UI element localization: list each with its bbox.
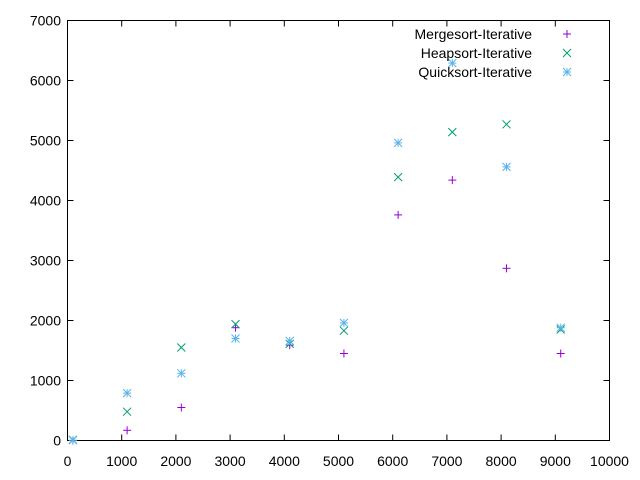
legend: Mergesort-Iterative Heapsort-Iterative Qui… bbox=[415, 26, 572, 80]
x-tick-label: 3000 bbox=[215, 453, 246, 469]
mergesort-iterative-point bbox=[339, 349, 348, 358]
legend-marker bbox=[563, 30, 571, 38]
y-tick-label: 3000 bbox=[30, 253, 61, 269]
quicksort-iterative-point bbox=[502, 162, 511, 172]
quicksort-iterative-point bbox=[176, 368, 186, 378]
axis-ticks bbox=[67, 20, 610, 441]
heapsort-iterative-point bbox=[393, 172, 403, 182]
quicksort-iterative-point bbox=[285, 336, 295, 346]
legend-marker bbox=[562, 67, 572, 77]
y-tick-label: 4000 bbox=[30, 193, 61, 209]
quicksort-iterative-point bbox=[122, 388, 132, 398]
y-tick-label: 1000 bbox=[30, 373, 61, 389]
mergesort-iterative-point bbox=[448, 176, 457, 185]
heapsort-iterative-point bbox=[176, 343, 186, 352]
quicksort-iterative-point bbox=[556, 323, 566, 333]
x-tick-label: 2000 bbox=[160, 453, 191, 469]
x-tick-label: 0 bbox=[64, 453, 72, 469]
mergesort-iterative-point bbox=[231, 323, 240, 332]
y-tick-label: 6000 bbox=[30, 73, 61, 89]
plot-frame bbox=[67, 20, 610, 441]
x-tick-label: 10000 bbox=[590, 453, 629, 469]
y-tick-label: 7000 bbox=[30, 13, 61, 29]
x-tick-label: 5000 bbox=[323, 453, 354, 469]
heapsort-iterative-point bbox=[339, 326, 349, 336]
heapsort-iterative-point bbox=[231, 319, 240, 329]
y-tick-label: 5000 bbox=[30, 133, 61, 149]
heapsort-iterative-point bbox=[502, 119, 511, 129]
heapsort-iterative-point bbox=[447, 127, 457, 137]
quicksort-iterative-point bbox=[68, 435, 78, 445]
mergesort-iterative-point bbox=[556, 349, 565, 358]
quicksort-iterative-point bbox=[393, 138, 403, 148]
axis-tick-labels: 0 1000 2000 3000 4000 5000 6000 7000 8000 9000 100… bbox=[30, 13, 629, 470]
x-tick-label: 4000 bbox=[269, 453, 300, 469]
mergesort-iterative-point bbox=[394, 210, 403, 219]
legend-label: Quicksort-Iterative bbox=[418, 64, 532, 80]
x-tick-label: 9000 bbox=[540, 453, 571, 469]
mergesort-iterative-point bbox=[123, 426, 132, 435]
mergesort-iterative-point bbox=[502, 264, 511, 273]
y-tick-label: 0 bbox=[53, 433, 61, 449]
x-tick-label: 7000 bbox=[431, 453, 462, 469]
quicksort-iterative-point bbox=[231, 334, 240, 343]
x-tick-label: 6000 bbox=[377, 453, 408, 469]
legend-label: Mergesort-Iterative bbox=[415, 26, 533, 42]
legend-label: Heapsort-Iterative bbox=[421, 45, 532, 61]
y-tick-label: 2000 bbox=[30, 313, 61, 329]
quicksort-iterative-point bbox=[447, 58, 457, 68]
x-tick-label: 1000 bbox=[106, 453, 137, 469]
x-tick-label: 8000 bbox=[486, 453, 517, 469]
heapsort-iterative-point bbox=[122, 407, 132, 417]
legend-marker bbox=[562, 48, 572, 58]
data-points bbox=[68, 58, 566, 445]
quicksort-iterative-point bbox=[339, 318, 349, 328]
mergesort-iterative-point bbox=[177, 403, 186, 412]
